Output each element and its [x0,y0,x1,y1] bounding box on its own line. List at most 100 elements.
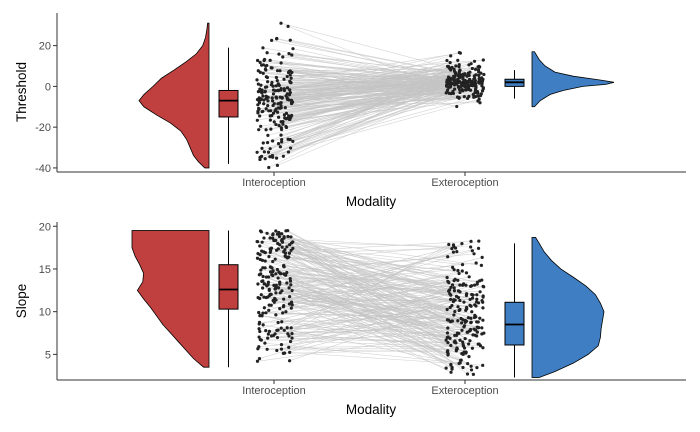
slope-point-interoception [261,286,265,290]
slope-point-interoception [288,339,293,344]
threshold-point-exteroception [467,77,472,81]
threshold-point-exteroception [465,74,469,78]
slope-point-interoception [284,310,288,314]
slope-point-interoception [282,235,286,239]
slope-point-interoception [274,229,278,233]
slope-point-interoception [280,239,284,243]
slope-point-exteroception [469,316,473,320]
threshold-point-interoception [281,119,285,124]
slope-point-interoception [260,279,264,283]
slope-point-interoception [267,303,271,307]
slope-point-interoception [260,258,265,262]
threshold-x-ticks: Interoception Exteroception [242,172,499,189]
slope-point-exteroception [460,269,464,273]
slope-paired-line [278,248,449,292]
threshold-point-interoception [276,82,280,86]
slope-point-interoception [275,328,279,332]
threshold-point-interoception [289,76,293,80]
threshold-point-interoception [269,127,273,131]
threshold-point-interoception [269,66,273,70]
threshold-point-interoception [267,165,271,170]
slope-point-interoception [287,255,291,259]
threshold-point-interoception [289,146,293,150]
slope-point-exteroception [479,263,484,267]
slope-point-exteroception [471,333,475,337]
threshold-point-interoception [255,118,259,122]
slope-y-axis-title: Slope [14,284,29,319]
slope-point-interoception [275,232,280,236]
slope-point-interoception [266,275,271,279]
threshold-point-interoception [265,63,269,68]
slope-paired-line [272,233,449,283]
threshold-y-ticks: -40 -20 0 20 [35,41,57,175]
threshold-point-exteroception [447,66,451,70]
threshold-point-interoception [271,155,275,159]
threshold-point-exteroception [462,94,466,99]
slope-point-interoception [283,351,287,355]
threshold-point-exteroception [454,81,458,85]
slope-point-interoception [290,288,294,293]
slope-x-tick-label: Exteroception [431,385,498,397]
slope-paired-line [277,233,472,323]
slope-point-exteroception [459,316,463,321]
threshold-point-interoception [261,141,265,145]
threshold-point-interoception [268,147,272,151]
slope-point-interoception [287,286,291,290]
slope-point-interoception [257,327,261,331]
threshold-paired-line [269,89,471,158]
slope-paired-line [273,244,454,336]
slope-points-layer [255,228,486,376]
threshold-paired-line [279,70,447,86]
slope-point-exteroception [453,309,457,314]
slope-point-exteroception [475,334,479,338]
slope-point-interoception [267,288,271,292]
slope-point-interoception [285,245,289,249]
threshold-point-exteroception [468,80,473,84]
threshold-point-interoception [274,75,279,80]
threshold-point-interoception [285,92,289,96]
slope-point-interoception [267,255,271,259]
threshold-paired-line [278,92,478,118]
slope-point-interoception [285,270,289,275]
slope-point-interoception [289,326,293,330]
threshold-point-exteroception [462,79,466,83]
slope-point-exteroception [472,327,476,331]
slope-point-interoception [256,282,260,286]
threshold-paired-line [289,85,451,120]
threshold-point-interoception [280,140,284,144]
threshold-point-interoception [279,61,283,65]
threshold-point-exteroception [479,71,483,75]
slope-point-interoception [273,287,277,291]
threshold-point-exteroception [463,85,467,89]
threshold-point-exteroception [467,94,471,99]
slope-point-interoception [256,240,260,244]
slope-point-exteroception [469,304,473,308]
threshold-x-tick-label: Interoception [242,177,306,189]
slope-point-interoception [271,273,275,278]
slope-point-interoception [275,267,280,272]
threshold-point-interoception [276,88,280,92]
slope-point-interoception [269,248,273,253]
threshold-point-interoception [257,101,262,105]
threshold-y-axis-title: Threshold [14,62,29,122]
slope-point-interoception [277,234,282,239]
threshold-violin-interoception [138,22,210,169]
threshold-point-exteroception [453,87,457,91]
slope-point-interoception [258,329,262,334]
slope-point-interoception [286,234,290,239]
slope-point-interoception [275,348,279,353]
threshold-point-interoception [279,100,283,105]
threshold-point-exteroception [477,64,481,68]
slope-point-exteroception [481,295,485,299]
slope-paired-line [281,233,455,336]
threshold-paired-line [276,38,461,76]
threshold-point-interoception [281,122,285,126]
slope-paired-line [279,269,455,285]
slope-point-exteroception [447,242,451,247]
slope-point-interoception [266,332,270,336]
slope-point-exteroception [457,361,461,366]
slope-paired-line [270,271,448,352]
threshold-violin-layer [138,22,615,169]
slope-point-interoception [279,326,283,330]
slope-point-interoception [261,311,265,315]
